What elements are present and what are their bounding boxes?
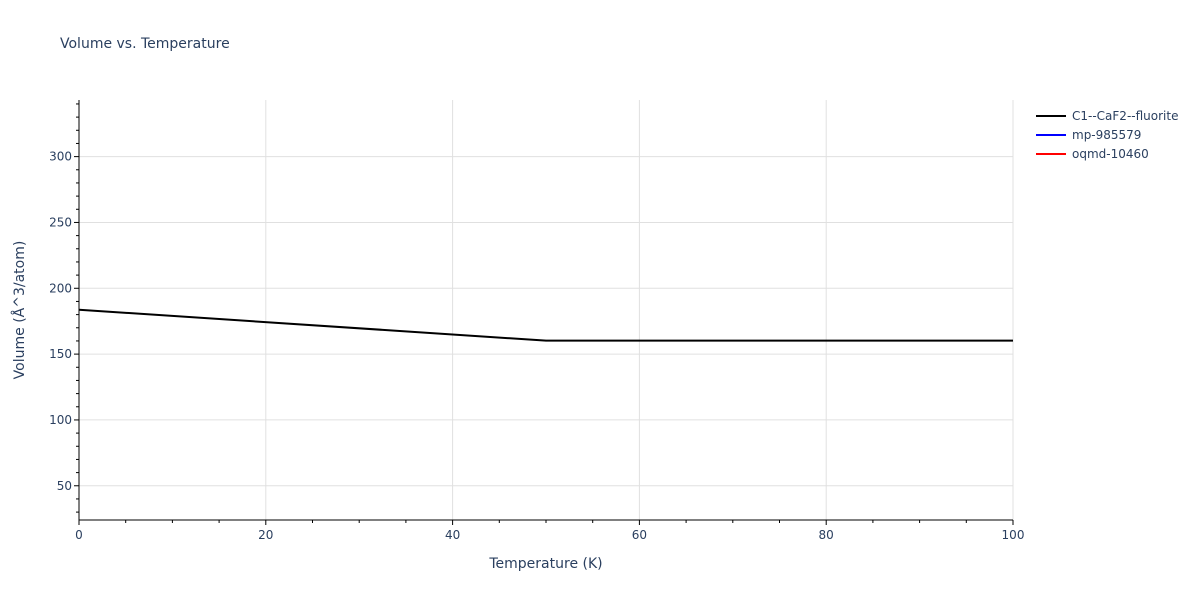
legend-swatch-icon [1036, 114, 1066, 117]
y-tick-label: 100 [49, 413, 72, 427]
legend-label: mp-985579 [1072, 127, 1142, 142]
y-tick-label: 150 [49, 347, 72, 361]
legend: C1--CaF2--fluorite mp-985579 oqmd-10460 [1036, 106, 1178, 163]
x-axis-title: Temperature (K) [488, 556, 602, 572]
y-tick-label: 200 [49, 281, 72, 295]
legend-item-c1-caf2-fluorite[interactable]: C1--CaF2--fluorite [1036, 106, 1178, 125]
legend-label: oqmd-10460 [1072, 146, 1149, 161]
y-tick-label: 50 [57, 479, 72, 493]
y-tick-label: 250 [49, 215, 72, 229]
legend-item-oqmd-10460[interactable]: oqmd-10460 [1036, 144, 1178, 163]
series-line[interactable] [78, 308, 1013, 342]
legend-label: C1--CaF2--fluorite [1072, 108, 1179, 123]
y-tick-label: 300 [49, 150, 72, 164]
x-tick-label: 0 [75, 528, 83, 542]
chart-title: Volume vs. Temperature [60, 36, 230, 52]
legend-swatch-icon [1036, 133, 1066, 136]
legend-swatch-icon [1036, 152, 1066, 155]
x-tick-label: 100 [1002, 528, 1025, 542]
x-tick-label: 40 [445, 528, 460, 542]
x-tick-label: 60 [632, 528, 647, 542]
x-tick-label: 80 [819, 528, 834, 542]
x-tick-label: 20 [258, 528, 273, 542]
legend-item-mp-985579[interactable]: mp-985579 [1036, 125, 1178, 144]
y-axis-title: Volume (Å^3/atom) [11, 241, 28, 380]
